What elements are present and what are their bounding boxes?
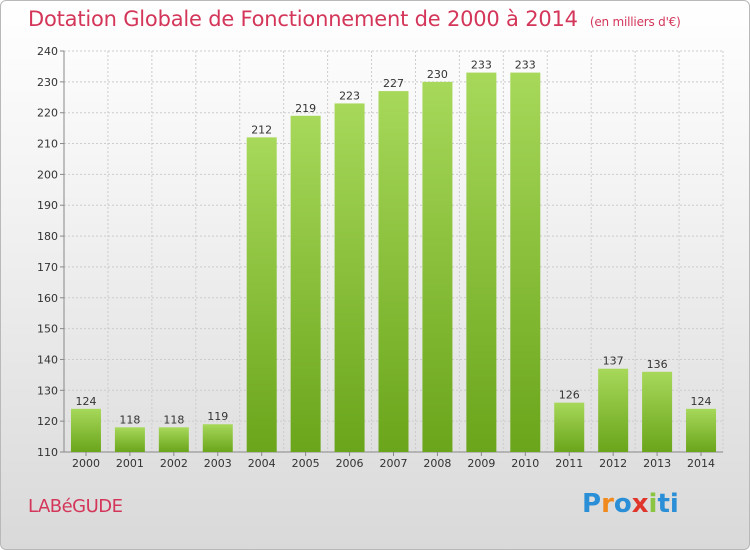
bar [598,368,629,452]
title-text: Dotation Globale de Fonctionnement de 20… [28,7,578,31]
data-label: 124 [691,395,712,408]
x-tick-label: 2000 [72,457,100,470]
y-tick-label: 150 [37,323,58,336]
x-tick-label: 2009 [467,457,495,470]
data-label: 233 [515,59,536,72]
x-tick-label: 2006 [336,457,364,470]
x-tick-label: 2012 [599,457,627,470]
data-label: 137 [603,355,624,368]
unit-label: (en milliers d'€) [589,15,681,29]
x-tick-label: 2008 [423,457,451,470]
y-tick-label: 190 [37,199,58,212]
bar [686,408,717,452]
y-tick-label: 120 [37,415,58,428]
data-label: 219 [295,102,316,115]
proxiti-logo: Proxiti [582,489,679,519]
data-label: 227 [383,77,404,90]
data-label: 223 [339,89,360,102]
data-label: 233 [471,59,492,72]
y-tick-label: 110 [37,446,58,459]
data-label: 212 [251,123,272,136]
x-tick-label: 2003 [204,457,232,470]
bar [554,402,585,452]
x-tick-label: 2001 [116,457,144,470]
chart-title: Dotation Globale de Fonctionnement de 20… [28,7,681,31]
y-tick-label: 200 [37,168,58,181]
x-tick-label: 2014 [687,457,715,470]
logo-letter-1: P [582,489,602,519]
y-tick-label: 180 [37,230,58,243]
x-tick-label: 2007 [380,457,408,470]
data-label: 118 [119,413,140,426]
bar [378,91,409,452]
bar [114,427,145,452]
data-label: 124 [75,395,96,408]
logo-letter-3: o [613,489,632,519]
y-tick-label: 240 [37,45,58,58]
y-tick-label: 130 [37,384,58,397]
bar [202,424,233,452]
y-tick-label: 230 [37,76,58,89]
data-label: 118 [163,413,184,426]
y-tick-label: 160 [37,292,58,305]
bar [466,72,497,452]
logo-letter-2: r [601,489,614,519]
bars [70,72,717,453]
y-tick-label: 220 [37,107,58,120]
data-label: 230 [427,68,448,81]
data-label: 136 [647,358,668,371]
bar [334,103,365,452]
y-tick-label: 170 [37,261,58,274]
x-tick-label: 2004 [248,457,276,470]
bar [290,115,321,453]
bar [70,408,101,452]
y-tick-label: 140 [37,353,58,366]
data-label: 126 [559,389,580,402]
data-label: 119 [207,410,228,423]
y-tick-label: 210 [37,138,58,151]
logo-letter-4: x [631,489,649,519]
x-tick-label: 2010 [511,457,539,470]
x-tick-label: 2011 [555,457,583,470]
labels: 110 120 130 140 150 160 170 180 190 200 210 220 230 2… [37,45,715,470]
bar [246,137,277,452]
bar [510,72,541,452]
x-tick-label: 2002 [160,457,188,470]
commune-name: LABéGUDE [28,496,123,517]
x-tick-label: 2013 [643,457,671,470]
logo-letter-6: ti [657,489,679,519]
bar [642,371,673,452]
logo-letter-5: i [648,489,658,519]
bar [422,81,453,452]
bar [158,427,189,452]
x-tick-label: 2005 [292,457,320,470]
